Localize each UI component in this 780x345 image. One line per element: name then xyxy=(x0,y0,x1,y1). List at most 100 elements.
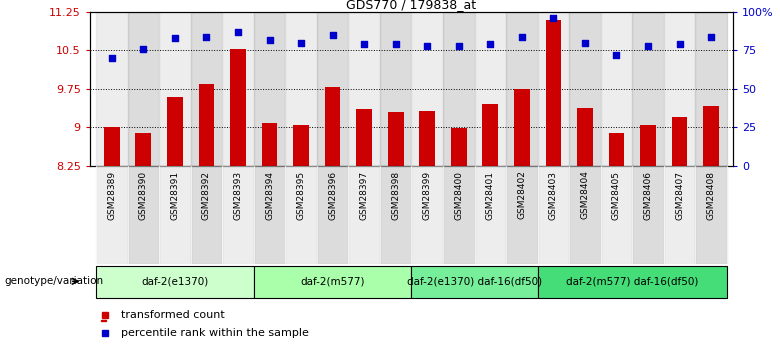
Point xyxy=(421,43,434,49)
Point xyxy=(264,37,276,42)
Bar xyxy=(411,12,443,166)
Point xyxy=(295,40,307,46)
Bar xyxy=(159,166,190,264)
Point xyxy=(484,41,497,47)
Bar xyxy=(664,12,695,166)
Bar xyxy=(537,12,569,166)
Bar xyxy=(672,117,687,166)
Bar xyxy=(412,166,443,264)
Point xyxy=(168,36,181,41)
Text: GSM28397: GSM28397 xyxy=(360,170,369,220)
Text: GSM28402: GSM28402 xyxy=(517,170,526,219)
Text: GSM28405: GSM28405 xyxy=(612,170,621,219)
Text: GSM28391: GSM28391 xyxy=(170,170,179,220)
Point xyxy=(326,32,339,38)
Text: genotype/variation: genotype/variation xyxy=(5,276,104,286)
Bar xyxy=(128,12,159,166)
Bar xyxy=(506,12,537,166)
Text: GSM28396: GSM28396 xyxy=(328,170,337,220)
Bar xyxy=(695,166,727,264)
Text: daf-2(m577) daf-16(df50): daf-2(m577) daf-16(df50) xyxy=(566,276,698,286)
Bar xyxy=(317,166,349,264)
Point xyxy=(642,43,654,49)
Bar xyxy=(608,134,624,166)
Bar xyxy=(349,12,380,166)
Text: GSM28404: GSM28404 xyxy=(580,170,590,219)
Bar xyxy=(704,106,719,166)
Point xyxy=(358,41,370,47)
Bar xyxy=(254,12,285,166)
Text: GSM28403: GSM28403 xyxy=(549,170,558,219)
Bar xyxy=(222,12,254,166)
Bar xyxy=(96,12,128,166)
Bar xyxy=(451,128,466,166)
Bar xyxy=(159,12,190,166)
Text: daf-2(m577): daf-2(m577) xyxy=(300,276,365,286)
Text: GSM28390: GSM28390 xyxy=(139,170,148,220)
Bar xyxy=(199,84,215,166)
Bar xyxy=(443,12,474,166)
Point xyxy=(610,52,622,58)
Text: GSM28398: GSM28398 xyxy=(392,170,400,220)
Bar xyxy=(601,166,633,264)
Bar xyxy=(317,12,349,166)
Bar xyxy=(261,123,278,166)
Bar xyxy=(577,108,593,166)
Text: GSM28392: GSM28392 xyxy=(202,170,211,219)
Text: GSM28407: GSM28407 xyxy=(675,170,684,219)
Text: GSM28394: GSM28394 xyxy=(265,170,274,219)
Title: GDS770 / 179838_at: GDS770 / 179838_at xyxy=(346,0,477,11)
Point xyxy=(579,40,591,46)
Bar xyxy=(285,12,317,166)
Bar xyxy=(349,166,380,264)
Point xyxy=(516,34,528,39)
Point xyxy=(705,34,718,39)
Bar xyxy=(324,87,341,166)
Point xyxy=(105,55,118,61)
Bar xyxy=(545,20,562,166)
Bar xyxy=(443,166,474,264)
Bar xyxy=(167,97,183,166)
Text: GSM28401: GSM28401 xyxy=(486,170,495,219)
Point xyxy=(232,29,244,35)
Bar xyxy=(104,127,119,166)
Bar xyxy=(537,166,569,264)
Text: GSM28399: GSM28399 xyxy=(423,170,431,220)
Bar xyxy=(293,125,309,166)
Bar xyxy=(601,12,633,166)
Bar xyxy=(474,166,506,264)
Bar xyxy=(633,166,664,264)
Text: GSM28400: GSM28400 xyxy=(454,170,463,219)
Point xyxy=(389,41,402,47)
Text: GSM28389: GSM28389 xyxy=(108,170,116,220)
Point xyxy=(137,46,150,52)
Bar xyxy=(380,166,412,264)
Text: GSM28395: GSM28395 xyxy=(296,170,306,220)
Bar xyxy=(285,166,317,264)
Bar xyxy=(356,109,372,166)
Point xyxy=(673,41,686,47)
Text: transformed count: transformed count xyxy=(121,310,225,320)
FancyBboxPatch shape xyxy=(537,266,727,298)
Bar xyxy=(136,134,151,166)
Bar xyxy=(380,12,412,166)
FancyBboxPatch shape xyxy=(254,266,412,298)
Bar xyxy=(420,111,435,166)
Point xyxy=(452,43,465,49)
Text: daf-2(e1370): daf-2(e1370) xyxy=(141,276,208,286)
Point xyxy=(200,34,213,39)
FancyBboxPatch shape xyxy=(412,266,537,298)
Bar xyxy=(96,166,128,264)
Bar xyxy=(514,89,530,166)
Point xyxy=(547,16,559,21)
Bar xyxy=(190,12,222,166)
Bar xyxy=(388,112,403,166)
Text: percentile rank within the sample: percentile rank within the sample xyxy=(121,328,309,338)
Bar xyxy=(569,12,601,166)
Bar xyxy=(482,104,498,166)
Bar xyxy=(506,166,537,264)
Text: GSM28393: GSM28393 xyxy=(233,170,243,220)
Bar xyxy=(633,12,664,166)
Bar xyxy=(474,12,506,166)
Bar xyxy=(254,166,285,264)
